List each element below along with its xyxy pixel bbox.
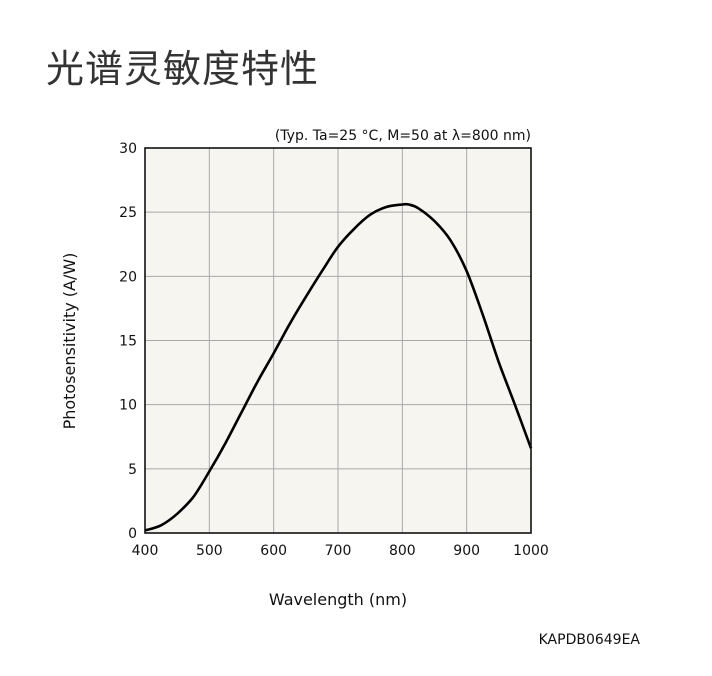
x-tick-label: 500: [196, 543, 223, 559]
chart-subtitle: (Typ. Ta=25 °C, M=50 at λ=800 nm): [275, 128, 531, 144]
plot-frame: [144, 147, 532, 534]
page-title: 光谱灵敏度特性: [46, 47, 320, 91]
tick-labels: 400 500 600 700 800 900 1000 0 5 10 15 20 25 30: [119, 141, 549, 559]
x-tick-label: 700: [325, 543, 352, 559]
x-axis-label: Wavelength (nm): [269, 590, 407, 609]
y-tick-label: 5: [128, 462, 137, 478]
x-tick-label: 400: [132, 543, 159, 559]
x-tick-label: 800: [389, 543, 416, 559]
x-tick-label: 600: [260, 543, 287, 559]
y-tick-label: 20: [119, 269, 137, 285]
x-tick-label: 1000: [513, 543, 549, 559]
y-axis-label: Photosensitivity (A/W): [60, 253, 79, 430]
y-tick-label: 0: [128, 526, 137, 542]
y-tick-label: 10: [119, 398, 137, 414]
series-layer: [144, 202, 533, 532]
y-tick-label: 25: [119, 205, 137, 221]
x-tick-label: 900: [453, 543, 480, 559]
y-tick-label: 30: [119, 141, 137, 157]
series-line-0: [144, 202, 533, 532]
y-tick-label: 15: [119, 334, 137, 350]
figure-code: KAPDB0649EA: [538, 632, 640, 648]
